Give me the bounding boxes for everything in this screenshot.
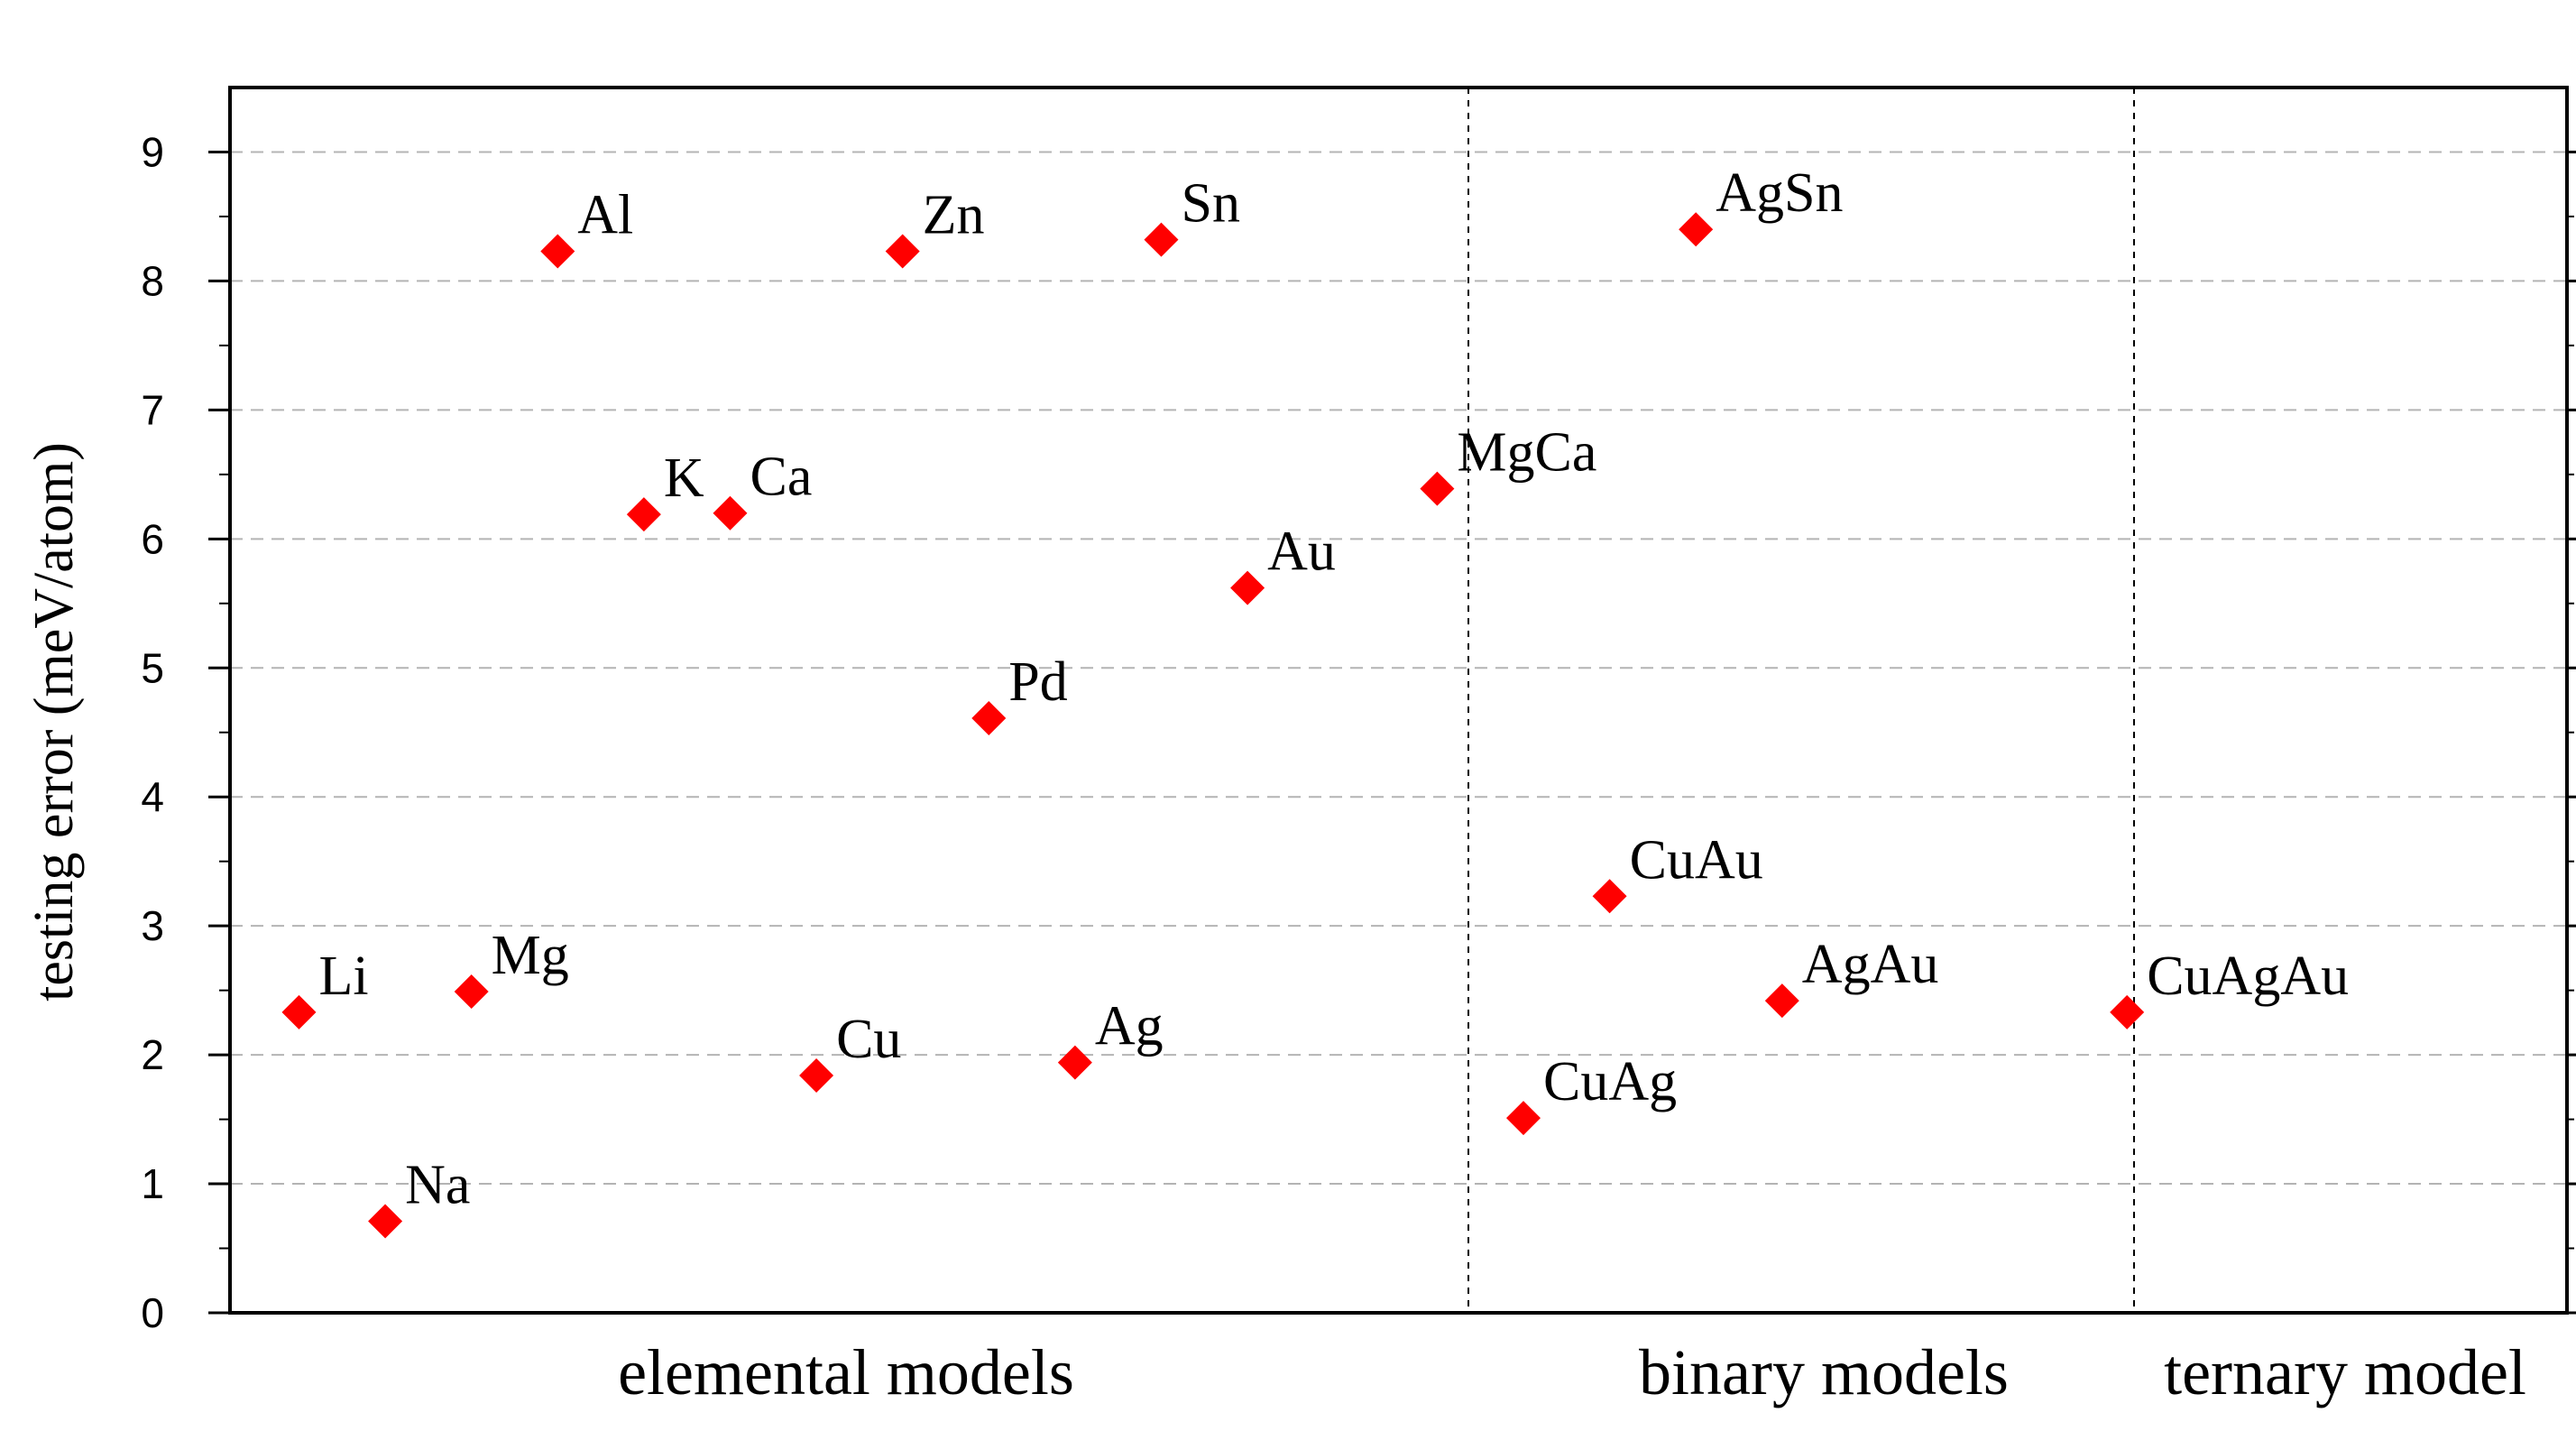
data-point-label: AgSn	[1716, 162, 1843, 224]
y-axis-title: testing error (meV/atom)	[23, 442, 85, 1002]
y-tick-label: 3	[141, 902, 164, 949]
data-point-marker	[281, 994, 317, 1029]
axis-ticks	[208, 150, 2576, 1315]
plot-frame	[228, 86, 2569, 1315]
data-point-label: CuAgAu	[2147, 946, 2349, 1007]
data-point-label: K	[664, 448, 704, 509]
data-point-label: CuAg	[1543, 1051, 1677, 1112]
data-point-marker	[2110, 994, 2145, 1029]
grid-lines	[230, 151, 2567, 1186]
data-point-label: MgCa	[1457, 422, 1596, 484]
group-label: ternary model	[2164, 1336, 2526, 1408]
data-point-label: Cu	[836, 1009, 901, 1070]
data-point-marker	[885, 234, 920, 269]
y-tick-labels: 0 1 2 3 4 5 6 7 8 9	[141, 128, 164, 1336]
data-point-marker	[454, 974, 489, 1010]
data-point-label: Pd	[1008, 651, 1067, 713]
y-tick-label: 2	[141, 1031, 164, 1078]
y-tick-label: 0	[141, 1289, 164, 1336]
y-tick-label: 8	[141, 257, 164, 304]
group-labels: elemental models binary models ternary mod…	[618, 1336, 2526, 1408]
data-point-marker	[626, 497, 661, 532]
data-point-label: Li	[318, 946, 368, 1007]
group-separators	[1467, 88, 2135, 1313]
data-point-marker	[1057, 1045, 1092, 1080]
plot-border	[228, 86, 2569, 1315]
group-label: elemental models	[618, 1336, 1074, 1408]
y-tick-label: 4	[141, 773, 164, 820]
data-point-label: Mg	[492, 925, 569, 986]
y-tick-label: 1	[141, 1160, 164, 1207]
data-point-marker	[368, 1204, 403, 1239]
y-tick-label: 6	[141, 515, 164, 562]
data-point-marker	[1420, 471, 1455, 506]
data-points	[281, 212, 2145, 1239]
data-point-marker	[799, 1057, 834, 1093]
data-point-label: Au	[1267, 522, 1336, 583]
data-point-marker	[1764, 983, 1799, 1019]
data-point-label: CuAu	[1630, 829, 1763, 891]
data-point-marker	[713, 495, 748, 531]
data-point-marker	[540, 234, 575, 269]
y-tick-label: 9	[141, 128, 164, 175]
data-point-marker	[1230, 570, 1265, 605]
y-tick-label: 7	[141, 386, 164, 433]
data-point-marker	[1144, 222, 1179, 257]
data-point-label: Ag	[1095, 996, 1164, 1057]
data-point-label: Al	[577, 185, 633, 246]
data-point-marker	[971, 701, 1007, 736]
data-point-label: Ca	[750, 447, 812, 508]
y-tick-label: 5	[141, 644, 164, 691]
data-point-label: Sn	[1181, 173, 1239, 235]
data-point-label: AgAu	[1802, 934, 1939, 995]
data-point-marker	[1592, 879, 1627, 914]
data-point-marker	[1679, 212, 1714, 247]
data-point-label: Na	[405, 1155, 470, 1216]
data-point-marker	[1506, 1101, 1541, 1136]
data-point-label: Zn	[923, 185, 985, 246]
group-label: binary models	[1639, 1336, 2009, 1408]
